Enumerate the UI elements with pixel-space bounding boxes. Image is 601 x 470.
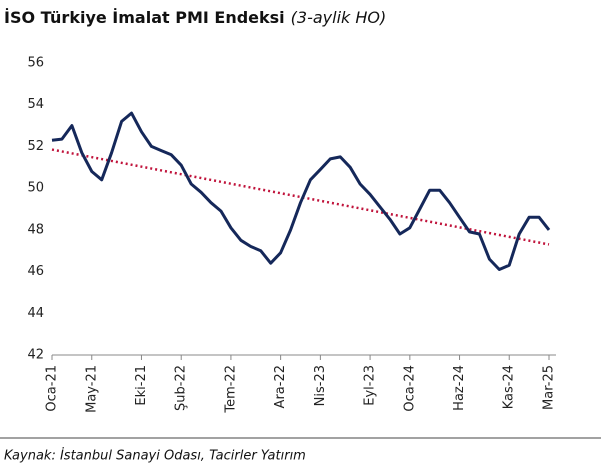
y-tick-label: 48: [27, 222, 44, 237]
x-tick-label: Oca-24: [402, 365, 417, 412]
y-tick-label: 52: [27, 139, 44, 154]
chart-title: İSO Türkiye İmalat PMI Endeksi (3-aylik H…: [4, 8, 386, 27]
x-tick-label: Tem-22: [223, 365, 238, 414]
y-tick-label: 44: [27, 306, 44, 321]
x-tick-label: Şub-22: [174, 365, 189, 411]
x-tick-label: Haz-24: [452, 365, 467, 411]
trendline: [51, 148, 550, 246]
y-tick-label: 46: [27, 264, 44, 279]
x-tick-label: Eki-21: [134, 365, 149, 406]
y-tick-label: 54: [27, 97, 44, 112]
source: Kaynak: İstanbul Sanayi Odası, Tacirler …: [4, 448, 306, 464]
x-tick-label: Oca-21: [45, 365, 60, 412]
subtitle: (3-aylik HO): [291, 8, 387, 27]
y-tick-label: 56: [27, 56, 44, 71]
x-tick-label: Eyl-23: [363, 365, 378, 406]
pmi-line: [51, 111, 551, 271]
y-tick-label: 50: [27, 181, 44, 196]
x-tick-label: Ara-22: [273, 365, 288, 408]
x-tick-label: Mar-25: [542, 365, 557, 410]
x-tick-label: May-21: [84, 365, 99, 413]
x-tick-label: Kas-24: [502, 365, 517, 409]
y-tick-label: 42: [27, 348, 44, 363]
title: İSO Türkiye İmalat PMI Endeksi: [4, 8, 285, 27]
x-tick-label: Nis-23: [313, 365, 328, 406]
